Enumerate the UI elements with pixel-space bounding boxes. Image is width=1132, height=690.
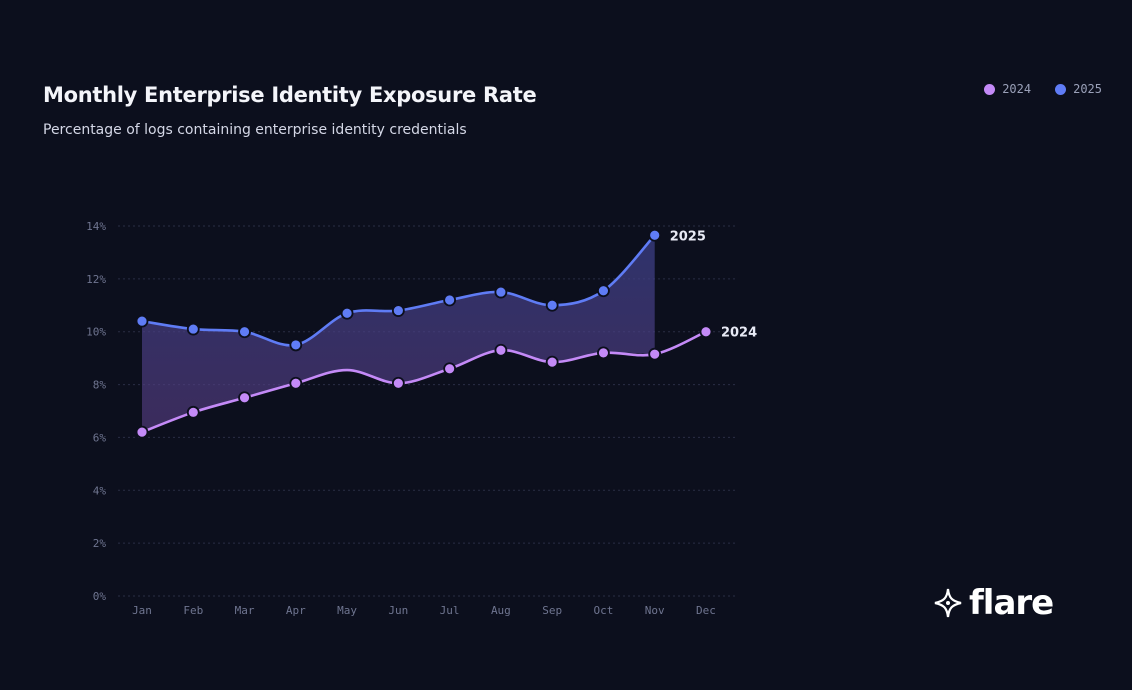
y-tick-label: 14% [86, 220, 106, 233]
data-point-2025-May [340, 306, 354, 320]
legend-item-2025: 2025 [1055, 82, 1102, 96]
data-point-2024-Sep [545, 355, 559, 369]
x-tick-label: Jun [388, 604, 408, 617]
chart-title: Monthly Enterprise Identity Exposure Rat… [43, 83, 537, 107]
data-point-2025-Apr [289, 338, 303, 352]
data-point-2025-Nov [648, 228, 662, 242]
x-tick-label: Jul [440, 604, 460, 617]
y-tick-label: 0% [93, 590, 107, 603]
legend-item-2024: 2024 [984, 82, 1031, 96]
data-point-2024-Nov [648, 347, 662, 361]
data-point-2024-Aug [494, 343, 508, 357]
data-point-2025-Jan [135, 314, 149, 328]
data-point-2025-Mar [238, 325, 251, 339]
data-point-2024-Apr [289, 376, 303, 390]
end-label-2024: 2024 [721, 326, 757, 341]
data-point-2025-Jun [391, 304, 405, 317]
y-tick-label: 8% [93, 379, 107, 392]
y-tick-label: 10% [86, 326, 106, 339]
data-point-2025-Sep [545, 298, 559, 312]
legend-dot-icon [984, 83, 996, 95]
x-tick-label: Nov [645, 604, 665, 617]
data-point-2024-Dec [699, 325, 713, 339]
data-point-2024-Jul [443, 362, 457, 376]
y-tick-label: 6% [93, 431, 107, 444]
flare-logo: flare [933, 583, 1054, 623]
x-tick-label: Dec [696, 604, 716, 617]
data-point-2025-Jul [443, 293, 457, 307]
x-tick-label: Sep [542, 604, 562, 617]
logo-text: flare [969, 583, 1054, 623]
x-tick-label: Aug [491, 604, 511, 617]
x-tick-label: May [337, 604, 357, 617]
legend-label: 2024 [1002, 82, 1032, 96]
sparkle-star-icon [934, 588, 962, 618]
x-tick-label: Jan [132, 604, 152, 617]
area-between-series [142, 235, 655, 433]
x-tick-label: Mar [235, 604, 255, 617]
data-point-2024-Jun [391, 376, 405, 390]
legend: 2024 2025 [984, 82, 1102, 96]
data-point-2024-Feb [186, 405, 200, 419]
y-tick-label: 12% [86, 273, 106, 286]
data-point-2024-Jan [135, 425, 149, 439]
x-tick-label: Feb [183, 604, 203, 617]
y-tick-label: 2% [93, 537, 107, 550]
data-point-2025-Feb [186, 322, 200, 336]
legend-dot-icon [1055, 83, 1067, 95]
data-point-2024-Mar [238, 391, 251, 405]
chart-subtitle: Percentage of logs containing enterprise… [43, 122, 467, 138]
legend-label: 2025 [1073, 82, 1102, 96]
y-tick-label: 4% [93, 484, 107, 497]
x-tick-label: Oct [593, 604, 613, 617]
end-label-2025: 2025 [670, 229, 706, 244]
data-point-2025-Oct [597, 284, 610, 298]
data-point-2024-Oct [597, 346, 610, 360]
data-point-2025-Aug [494, 285, 508, 299]
x-tick-label: Apr [286, 604, 306, 617]
